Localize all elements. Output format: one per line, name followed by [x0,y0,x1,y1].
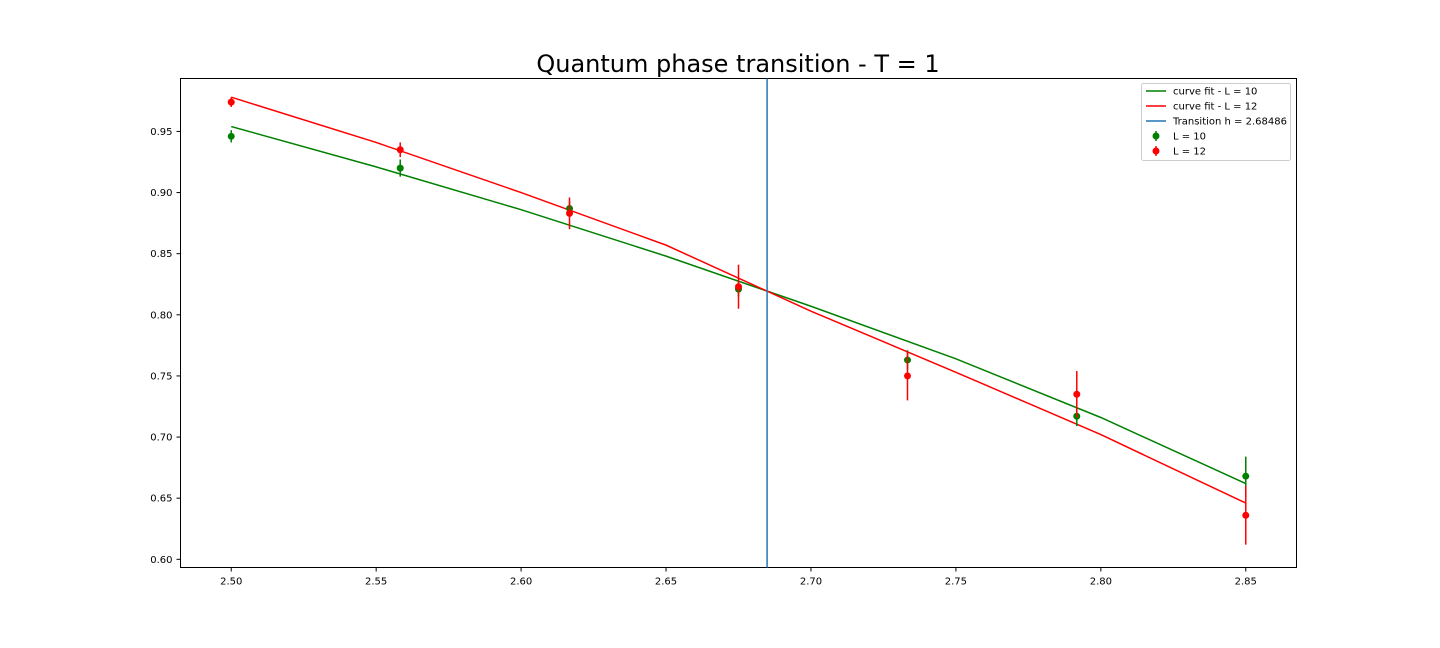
y-tick-label: 0.85 [150,249,172,260]
series-l-10 [227,130,1250,496]
series-l-12 [227,97,1250,545]
x-tick-label: 2.70 [800,577,822,588]
legend-box [1141,83,1291,161]
y-tick-label: 0.95 [150,127,172,138]
x-tick-label: 2.80 [1090,577,1112,588]
data-point [227,98,235,106]
x-axis: 2.50 2.55 2.60 2.65 2.70 2.75 2.80 2.85 [220,567,1257,588]
y-axis: 0.60 0.65 0.70 0.75 0.80 0.85 0.90 0.95 [150,127,181,566]
plot-area-frame [180,78,1297,568]
data-point [1073,390,1081,398]
data-point [903,372,911,380]
legend-label: Transition h = 2.68486 [1172,117,1287,128]
legend-label: L = 12 [1173,147,1206,158]
legend-label: curve fit - L = 12 [1173,102,1257,113]
data-point [227,132,235,140]
legend: curve fit - L = 10 curve fit - L = 12 Tran… [1141,83,1291,161]
data-point [1242,511,1250,519]
legend-label: L = 10 [1173,132,1206,143]
x-tick-label: 2.85 [1235,577,1257,588]
y-tick-label: 0.90 [150,188,172,199]
x-tick-label: 2.65 [655,577,677,588]
y-tick-label: 0.75 [150,371,172,382]
data-point [735,283,742,291]
y-tick-label: 0.60 [150,555,172,566]
legend-label: curve fit - L = 10 [1173,87,1257,98]
data-point [1242,472,1250,480]
y-tick-label: 0.70 [150,433,172,444]
y-tick-label: 0.80 [150,310,172,321]
chart-title: Quantum phase transition - T = 1 [536,50,939,78]
x-tick-label: 2.50 [220,577,242,588]
data-point [396,164,404,172]
legend-marker-swatch [1152,132,1160,140]
x-tick-label: 2.75 [945,577,967,588]
y-tick-label: 0.65 [150,494,172,505]
data-point [396,146,404,154]
errorbar-series [227,97,1250,545]
legend-marker-swatch [1152,147,1160,155]
data-point [566,209,574,217]
x-tick-label: 2.55 [365,577,387,588]
x-tick-label: 2.60 [510,577,532,588]
